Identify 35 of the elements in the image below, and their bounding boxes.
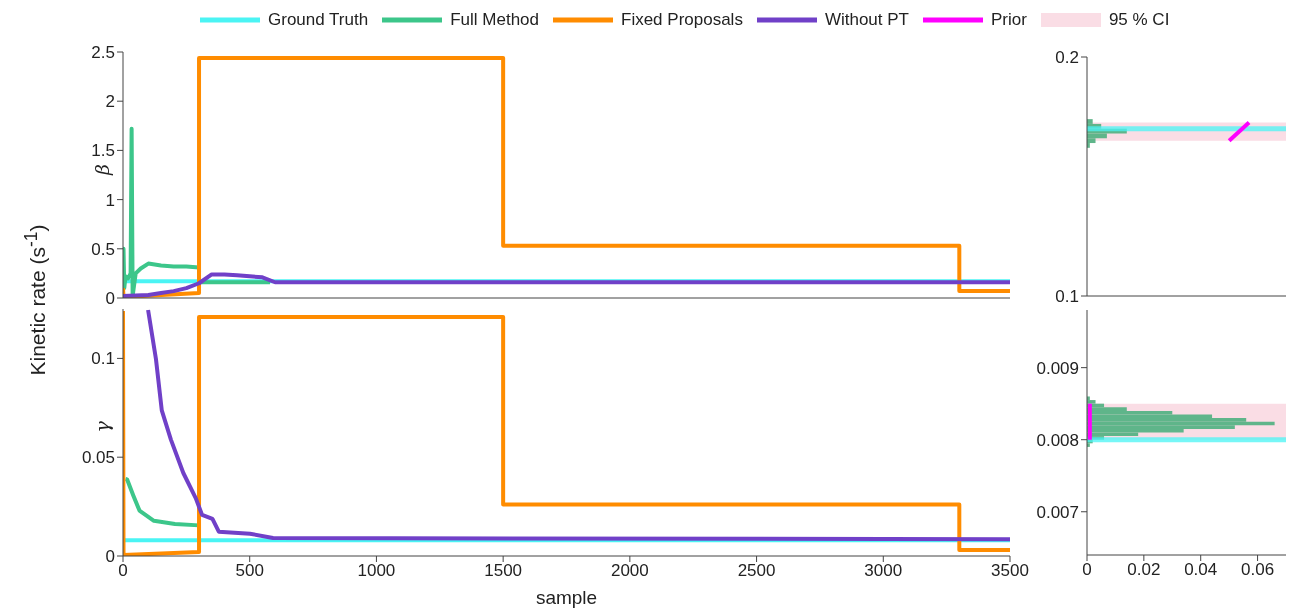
x-tick-label: 0.06 (1241, 560, 1275, 580)
x-tick-label: 1000 (357, 561, 396, 581)
y-tick-label: 0 (105, 289, 115, 309)
y-tick-label: 2 (105, 92, 115, 112)
y-tick-label: 0.008 (1036, 430, 1079, 450)
legend-label: 95 % CI (1108, 10, 1170, 30)
y-tick-label: 0.2 (1055, 48, 1079, 68)
x-tick-label: 2500 (737, 561, 776, 581)
x-tick-label: 0.02 (1127, 560, 1161, 580)
x-tick-label: 1500 (484, 561, 523, 581)
y-tick-label: 0.05 (81, 448, 115, 468)
y-tick-label: 0.1 (1055, 287, 1079, 307)
x-tick-label: 0 (1082, 560, 1092, 580)
y-axis-title: β (90, 164, 113, 176)
x-tick-label: 2000 (610, 561, 649, 581)
x-axis-title: sample (535, 587, 598, 608)
y-tick-label: 1 (105, 190, 115, 210)
y-tick-label: 0.1 (91, 349, 115, 369)
x-tick-label: 3500 (991, 561, 1029, 581)
x-tick-label: 0 (118, 561, 128, 581)
y-tick-label: 0.007 (1036, 502, 1079, 522)
legend-label: Ground Truth (268, 10, 369, 30)
legend-label: Prior (990, 10, 1027, 30)
x-tick-label: 3000 (864, 561, 903, 581)
legend-label: Without PT (824, 10, 909, 30)
y-tick-label: 0.009 (1036, 358, 1079, 378)
y-tick-label: 2.5 (91, 43, 115, 63)
x-tick-label: 500 (235, 561, 264, 581)
y-tick-label: 1.5 (91, 141, 115, 161)
legend-label: Full Method (450, 10, 539, 30)
x-tick-label: 0.04 (1184, 560, 1218, 580)
legend-label: Fixed Proposals (621, 10, 743, 30)
y-tick-label: 0 (105, 547, 115, 567)
y-tick-label: 0.5 (91, 239, 115, 259)
y-axis-title: γ (90, 420, 113, 433)
